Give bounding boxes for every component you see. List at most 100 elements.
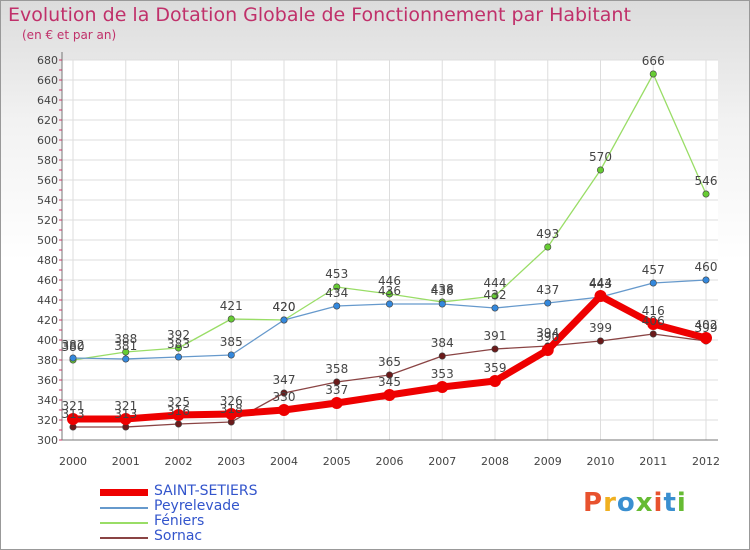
data-point [280,389,288,397]
y-tick-label: 300 [37,434,58,447]
data-label: 388 [114,332,137,346]
data-label: 394 [536,326,559,340]
data-point [647,318,660,330]
y-tick-label: 420 [37,314,58,327]
data-label: 321 [62,399,85,413]
data-point [330,397,343,409]
data-label: 453 [325,267,348,281]
data-label: 666 [642,54,665,68]
y-tick-label: 640 [37,94,58,107]
data-label: 325 [167,395,190,409]
data-label: 385 [220,335,243,349]
chart-title: Evolution de la Dotation Globale de Fonc… [8,4,631,26]
data-label: 345 [378,375,401,389]
x-tick-label: 2009 [534,455,562,468]
data-point [544,299,552,307]
y-tick-label: 680 [37,54,58,67]
data-point [225,408,238,420]
data-point [385,300,393,308]
data-point [702,190,710,198]
logo-letter: x [635,488,654,518]
logo-letter: P [583,488,604,518]
data-label: 381 [114,339,137,353]
data-label: 318 [220,402,243,416]
data-point [541,344,554,356]
data-label: 365 [378,355,401,369]
y-tick-label: 560 [37,174,58,187]
y-tick-label: 660 [37,74,58,87]
data-label: 444 [589,276,612,290]
data-point [333,378,341,386]
data-label: 443 [589,277,612,291]
data-point [596,166,604,174]
data-label: 406 [642,314,665,328]
data-point [67,413,79,425]
data-label: 313 [62,407,85,421]
legend-label: Peyrelevade [154,498,240,514]
data-label: 434 [325,286,348,300]
x-tick-label: 2011 [639,455,667,468]
data-point [385,371,393,379]
y-tick-label: 600 [37,134,58,147]
data-label: 438 [431,282,454,296]
data-label: 326 [220,394,243,408]
data-label: 382 [62,338,85,352]
y-tick-label: 400 [37,334,58,347]
y-tick-label: 500 [37,234,58,247]
y-tick-label: 360 [37,374,58,387]
data-label: 446 [378,274,401,288]
data-point [383,389,396,401]
x-tick-label: 2000 [59,455,87,468]
logo-letter: r [603,488,617,518]
data-point [491,304,499,312]
logo-letter: i [676,488,687,518]
data-label: 460 [695,260,718,274]
data-label: 444 [484,276,507,290]
data-point [702,276,710,284]
logo-letter: i [653,488,664,518]
y-tick-label: 480 [37,254,58,267]
data-point [122,348,130,356]
data-label: 358 [325,362,348,376]
y-tick-label: 460 [37,274,58,287]
logo-letter: o [616,488,636,518]
data-point [649,279,657,287]
data-point [544,243,552,251]
x-tick-label: 2005 [323,455,351,468]
data-label: 347 [273,373,296,387]
data-label: 432 [484,288,507,302]
data-label: 421 [220,299,243,313]
data-label: 384 [431,336,454,350]
data-label: 380 [62,340,85,354]
y-tick-label: 320 [37,414,58,427]
x-tick-label: 2012 [692,455,720,468]
data-point [175,344,183,352]
data-label: 337 [325,383,348,397]
y-tick-label: 620 [37,114,58,127]
data-point [119,413,132,425]
data-point [175,353,183,361]
data-point [175,420,183,428]
legend-label: Sornac [154,528,203,544]
data-point [491,345,499,353]
data-label: 353 [431,367,454,381]
data-point [436,381,449,393]
data-point [594,290,607,302]
data-label: 359 [484,361,507,375]
chart-subtitle: (en € et par an) [22,28,117,42]
data-label: 390 [536,330,559,344]
data-point [649,70,657,78]
data-point [278,404,290,416]
data-label: 436 [378,284,401,298]
data-point [649,330,657,338]
data-label: 457 [642,263,665,277]
legend-swatch [100,507,148,509]
legend-swatch [100,489,148,496]
data-label: 330 [273,390,296,404]
data-label: 321 [114,399,137,413]
data-point [280,316,288,324]
data-label: 546 [695,174,718,188]
data-point [438,352,446,360]
proxiti-logo: Proxiti [583,488,687,518]
